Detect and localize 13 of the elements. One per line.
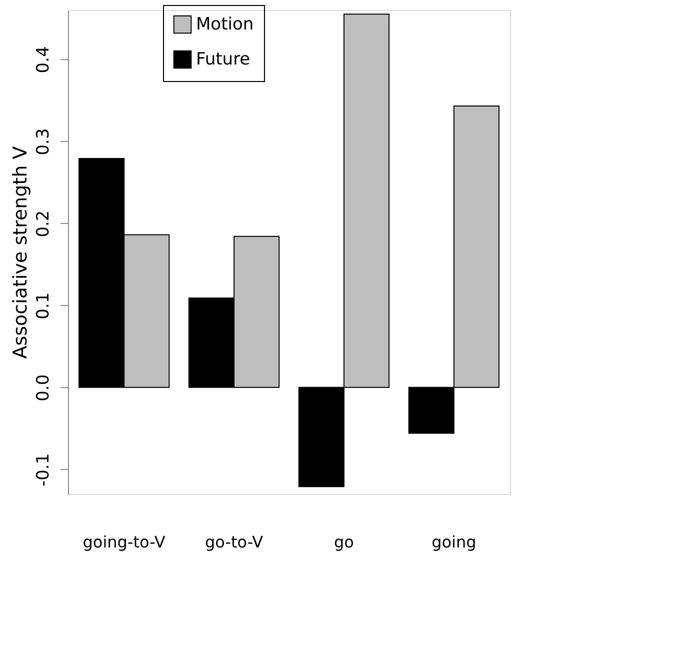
- y-tick-label: 0.3: [34, 128, 54, 156]
- x-tick-label: going: [432, 532, 476, 552]
- x-tick-label: go-to-V: [204, 532, 264, 552]
- legend-label: Future: [196, 50, 250, 70]
- legend-label: Motion: [196, 14, 254, 34]
- y-tick-label: 0.2: [34, 210, 54, 238]
- y-tick-label: 0.4: [34, 46, 54, 74]
- y-axis-title: Associative strength V: [10, 146, 32, 359]
- y-tick-label: 0.0: [34, 374, 54, 402]
- x-tick-label: go: [334, 532, 354, 552]
- y-tick-label: -0.1: [34, 453, 54, 486]
- x-tick-label: going-to-V: [82, 532, 166, 552]
- y-tick-label: 0.1: [34, 292, 54, 320]
